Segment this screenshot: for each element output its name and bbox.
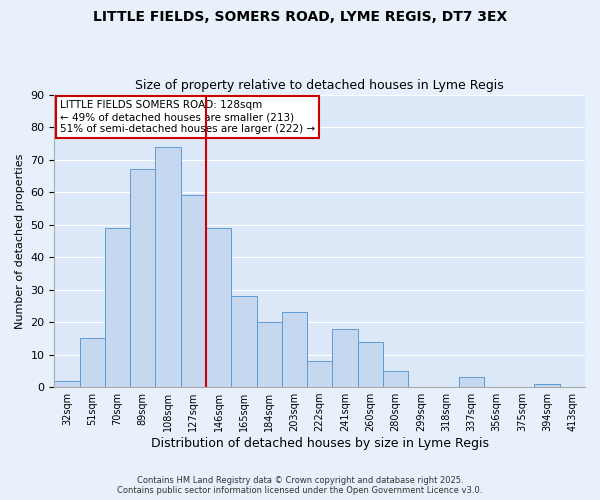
Bar (458, 378, 484, 387)
Bar (130, 170, 155, 387)
Bar (332, 328, 358, 387)
Bar (181, 196, 206, 387)
Bar (307, 361, 332, 387)
Bar (155, 146, 181, 387)
Bar (257, 322, 282, 387)
Bar (206, 228, 231, 387)
Text: Contains HM Land Registry data © Crown copyright and database right 2025.
Contai: Contains HM Land Registry data © Crown c… (118, 476, 482, 495)
Title: Size of property relative to detached houses in Lyme Regis: Size of property relative to detached ho… (136, 79, 504, 92)
X-axis label: Distribution of detached houses by size in Lyme Regis: Distribution of detached houses by size … (151, 437, 489, 450)
Bar (383, 371, 408, 387)
Bar (282, 312, 307, 387)
Text: LITTLE FIELDS, SOMERS ROAD, LYME REGIS, DT7 3EX: LITTLE FIELDS, SOMERS ROAD, LYME REGIS, … (93, 10, 507, 24)
Bar (535, 384, 560, 387)
Bar (231, 296, 257, 387)
Text: LITTLE FIELDS SOMERS ROAD: 128sqm
← 49% of detached houses are smaller (213)
51%: LITTLE FIELDS SOMERS ROAD: 128sqm ← 49% … (60, 100, 315, 134)
Bar (358, 342, 383, 387)
Bar (80, 338, 105, 387)
Y-axis label: Number of detached properties: Number of detached properties (15, 153, 25, 328)
Bar (105, 228, 130, 387)
Bar (55, 380, 80, 387)
